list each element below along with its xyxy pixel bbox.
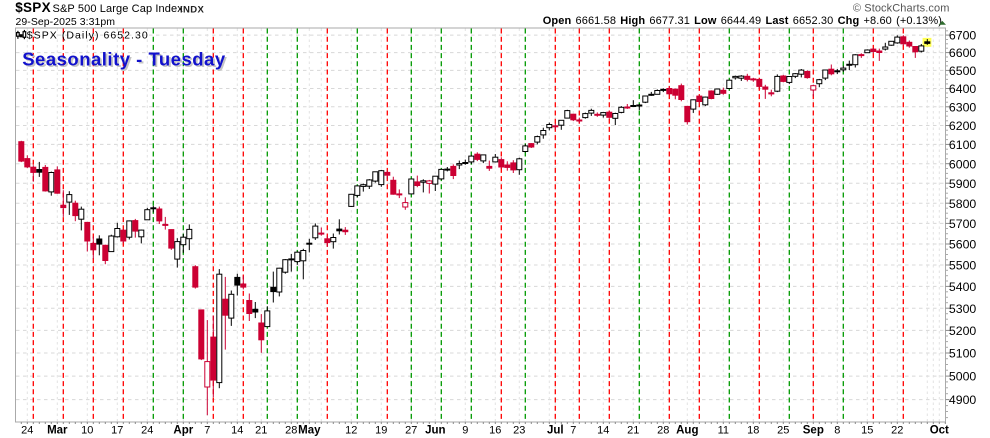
svg-text:Apr: Apr [173, 425, 193, 437]
svg-text:Sep: Sep [803, 425, 824, 437]
svg-text:25: 25 [777, 425, 789, 437]
svg-text:16: 16 [489, 425, 501, 437]
svg-text:24: 24 [21, 425, 33, 437]
svg-text:6000: 6000 [949, 157, 977, 171]
svg-text:5700: 5700 [949, 217, 977, 231]
svg-text:© StockCharts.com: © StockCharts.com [853, 3, 950, 15]
svg-text:19: 19 [375, 425, 387, 437]
svg-text:17: 17 [111, 425, 123, 437]
svg-text:INDX: INDX [180, 4, 205, 15]
svg-text:6600: 6600 [949, 46, 977, 60]
svg-text:Open 6661.58 High 6677.31 Low: Open 6661.58 High 6677.31 Low 6644.49 La… [543, 15, 942, 27]
svg-text:10: 10 [81, 425, 93, 437]
svg-text:5000: 5000 [949, 370, 977, 384]
svg-text:5500: 5500 [949, 259, 977, 273]
svg-text:14: 14 [597, 425, 609, 437]
svg-text:24: 24 [141, 425, 153, 437]
svg-text:5600: 5600 [949, 238, 977, 252]
svg-text:6100: 6100 [949, 138, 977, 152]
svg-text:14: 14 [231, 425, 243, 437]
svg-text:11: 11 [718, 425, 729, 437]
svg-text:$SPX: $SPX [15, 0, 51, 15]
svg-text:18: 18 [747, 425, 759, 437]
svg-text:Jul: Jul [547, 425, 564, 437]
svg-text:6300: 6300 [949, 100, 977, 114]
svg-text:7: 7 [204, 425, 210, 437]
svg-text:$SPX (Daily) 6652.30: $SPX (Daily) 6652.30 [27, 30, 149, 42]
svg-text:27: 27 [405, 425, 417, 437]
svg-text:Seasonality - Tuesday: Seasonality - Tuesday [22, 48, 226, 69]
svg-text:4900: 4900 [949, 393, 977, 407]
svg-text:21: 21 [627, 425, 639, 437]
svg-text:23: 23 [513, 425, 525, 437]
svg-text:5100: 5100 [949, 347, 977, 361]
svg-text:8: 8 [834, 425, 840, 437]
svg-text:5200: 5200 [949, 324, 977, 338]
svg-text:Mar: Mar [47, 425, 68, 437]
svg-text:6500: 6500 [949, 64, 977, 78]
svg-text:21: 21 [255, 425, 267, 437]
svg-text:5900: 5900 [949, 177, 977, 191]
svg-text:6400: 6400 [949, 82, 977, 96]
svg-text:Seasonality - Tuesday: Seasonality - Tuesday [24, 50, 228, 71]
svg-text:5300: 5300 [949, 302, 977, 316]
svg-text:Aug: Aug [676, 425, 698, 437]
svg-text:28: 28 [657, 425, 669, 437]
svg-text:15: 15 [861, 425, 873, 437]
svg-text:7: 7 [570, 425, 576, 437]
svg-text:May: May [298, 425, 321, 437]
svg-text:6700: 6700 [949, 29, 977, 43]
svg-text:29-Sep-2025 3:31pm: 29-Sep-2025 3:31pm [16, 16, 116, 28]
svg-text:28: 28 [285, 425, 297, 437]
svg-text:12: 12 [345, 425, 357, 437]
svg-text:5800: 5800 [949, 197, 977, 211]
svg-text:S&P 500 Large Cap Index: S&P 500 Large Cap Index [53, 3, 184, 15]
svg-text:5400: 5400 [949, 280, 977, 294]
svg-text:6200: 6200 [949, 119, 977, 133]
svg-text:Oct: Oct [930, 425, 949, 437]
svg-text:Jun: Jun [425, 425, 445, 437]
svg-text:22: 22 [891, 425, 903, 437]
svg-text:9: 9 [462, 425, 468, 437]
